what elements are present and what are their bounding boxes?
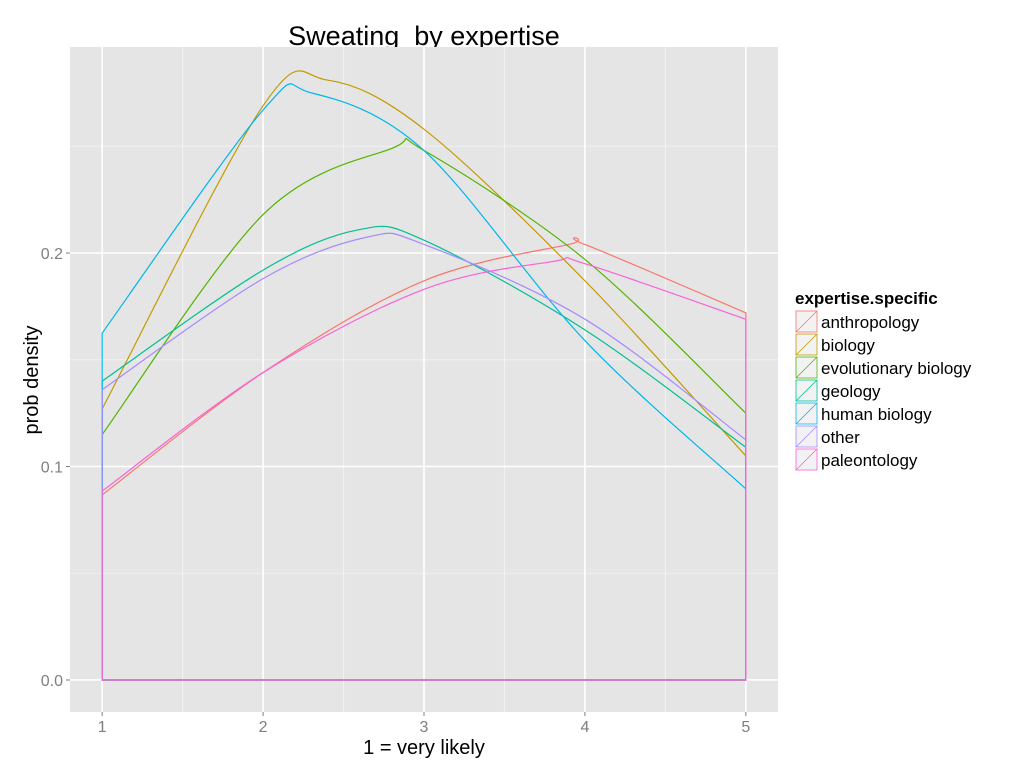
legend-item: other xyxy=(794,424,860,449)
legend-item: paleontology xyxy=(794,447,918,472)
legend-label: paleontology xyxy=(821,451,918,470)
legend: expertise.specific anthropology biology ev… xyxy=(794,289,972,472)
legend-key-box xyxy=(795,333,818,356)
legend-item: human biology xyxy=(794,401,932,426)
legend-key-line xyxy=(795,448,818,471)
legend-key-box xyxy=(795,379,818,402)
legend-item: evolutionary biology xyxy=(794,355,972,380)
legend-label: evolutionary biology xyxy=(821,359,972,378)
density-curve-human-biology xyxy=(101,83,747,681)
grid-lines xyxy=(70,47,778,712)
legend-key-line xyxy=(795,333,818,356)
y-tick-label: 0.0 xyxy=(41,673,63,690)
y-tick-label: 0.2 xyxy=(41,246,63,263)
legend-key-line xyxy=(795,425,818,448)
legend-item: geology xyxy=(794,378,881,403)
x-tick-label: 4 xyxy=(580,719,589,736)
y-axis-label: prob density xyxy=(21,326,43,435)
x-axis-label: 1 = very likely xyxy=(363,737,485,759)
legend-key-box xyxy=(795,356,818,379)
legend-label: other xyxy=(821,428,860,447)
x-axis: 1 2 3 4 5 xyxy=(98,712,750,736)
legend-key-line xyxy=(795,379,818,402)
legend-title: expertise.specific xyxy=(795,289,938,308)
legend-key-box xyxy=(795,448,818,471)
x-tick-label: 5 xyxy=(741,719,750,736)
legend-key-box xyxy=(795,402,818,425)
legend-label: geology xyxy=(821,382,881,401)
legend-key-box xyxy=(795,425,818,448)
legend-key-line xyxy=(795,310,818,333)
chart-title: Sweating by expertise xyxy=(288,21,560,51)
legend-label: biology xyxy=(821,336,875,355)
density-curve-anthropology xyxy=(101,237,747,681)
x-tick-label: 2 xyxy=(259,719,268,736)
density-curve-biology xyxy=(101,70,747,681)
x-tick-label: 1 xyxy=(98,719,107,736)
density-curve-other xyxy=(101,232,747,681)
y-axis: 0.0 0.1 0.2 xyxy=(41,246,70,690)
density-curve-geology xyxy=(101,225,747,681)
legend-label: anthropology xyxy=(821,313,920,332)
y-tick-label: 0.1 xyxy=(41,459,63,476)
density-curve-paleontology xyxy=(101,256,747,681)
legend-key-box xyxy=(795,310,818,333)
density-curve-evolutionary-biology xyxy=(101,137,747,681)
x-tick-label: 3 xyxy=(420,719,429,736)
density-curves xyxy=(101,70,747,681)
legend-item: anthropology xyxy=(794,309,920,334)
legend-label: human biology xyxy=(821,405,932,424)
legend-key-line xyxy=(795,402,818,425)
legend-key-line xyxy=(795,356,818,379)
legend-item: biology xyxy=(794,332,875,357)
